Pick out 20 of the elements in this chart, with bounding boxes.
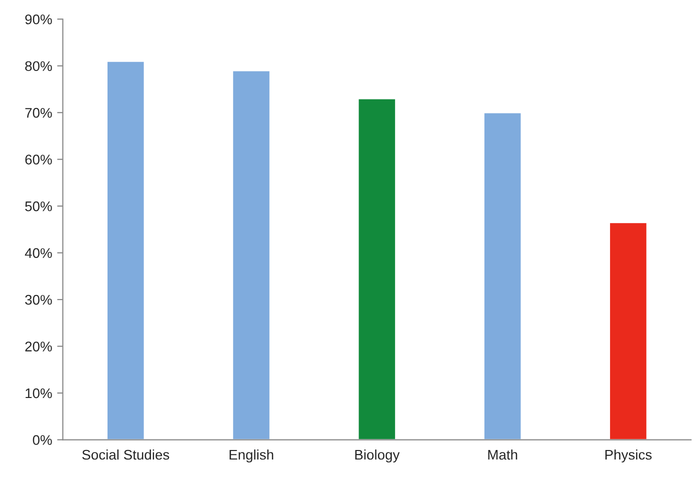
x-tick-label: Social Studies xyxy=(82,449,170,460)
y-tick-label: 80% xyxy=(25,61,52,72)
bar xyxy=(232,70,271,440)
bar xyxy=(106,60,146,440)
y-tick-label: 90% xyxy=(25,14,52,24)
y-tick-label: 10% xyxy=(26,388,52,398)
bar xyxy=(483,112,522,440)
bar xyxy=(357,98,396,440)
x-tick-label: English xyxy=(230,449,274,462)
y-tick-label: 0% xyxy=(32,435,52,445)
y-tick-label: 20% xyxy=(25,342,52,352)
bar xyxy=(608,222,648,440)
y-tick-label: 40% xyxy=(24,248,52,258)
y-tick-label: 60% xyxy=(25,154,52,165)
x-tick-label: Physics xyxy=(605,449,652,462)
x-tick-label: Math xyxy=(488,449,518,460)
y-tick-label: 70% xyxy=(25,108,52,118)
y-tick-label: 30% xyxy=(25,294,52,305)
x-tick-label: Biology xyxy=(355,449,400,462)
y-tick-label: 50% xyxy=(25,201,52,212)
